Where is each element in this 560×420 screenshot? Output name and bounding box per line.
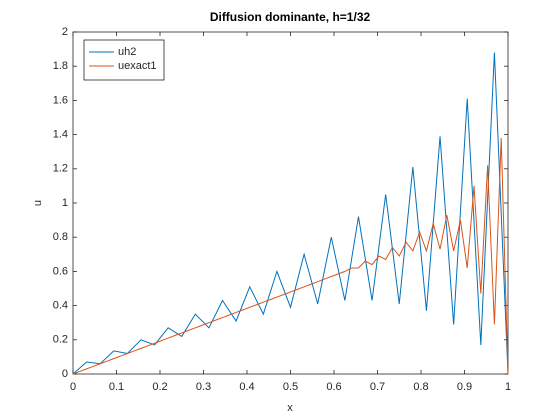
- chart-title: Diffusion dominante, h=1/32: [210, 10, 371, 24]
- y-axis-label: u: [32, 200, 44, 206]
- x-tick-label: 0.5: [283, 381, 298, 393]
- x-tick-label: 0.4: [239, 381, 254, 393]
- legend-label: uexact1: [118, 60, 157, 72]
- legend-box: [83, 39, 165, 81]
- y-tick-label: 1.2: [53, 163, 68, 175]
- y-tick-label: 1.4: [53, 129, 68, 141]
- y-tick-label: 1: [62, 197, 68, 209]
- x-tick-label: 0: [70, 381, 76, 393]
- y-tick-label: 0: [62, 368, 68, 380]
- x-tick-label: 0.9: [457, 381, 472, 393]
- y-tick-label: 2: [62, 26, 68, 38]
- y-tick-label: 0.4: [53, 300, 68, 312]
- x-tick-label: 0.7: [370, 381, 385, 393]
- y-tick-label: 1.6: [53, 94, 68, 106]
- x-axis-label: x: [287, 402, 293, 414]
- x-tick-label: 0.1: [109, 381, 124, 393]
- y-tick-label: 0.6: [53, 265, 68, 277]
- legend-label: uh2: [118, 46, 136, 58]
- x-tick-label: 0.2: [152, 381, 167, 393]
- y-tick-label: 0.8: [53, 231, 68, 243]
- x-tick-label: 0.8: [413, 381, 428, 393]
- series-line: [72, 52, 509, 375]
- x-tick-label: 1: [505, 381, 511, 393]
- x-tick-label: 0.6: [326, 381, 341, 393]
- series-line: [72, 138, 509, 375]
- y-tick-label: 1.8: [53, 60, 68, 72]
- y-tick-label: 0.2: [53, 334, 68, 346]
- x-tick-label: 0.3: [196, 381, 211, 393]
- plot-area: [72, 31, 509, 375]
